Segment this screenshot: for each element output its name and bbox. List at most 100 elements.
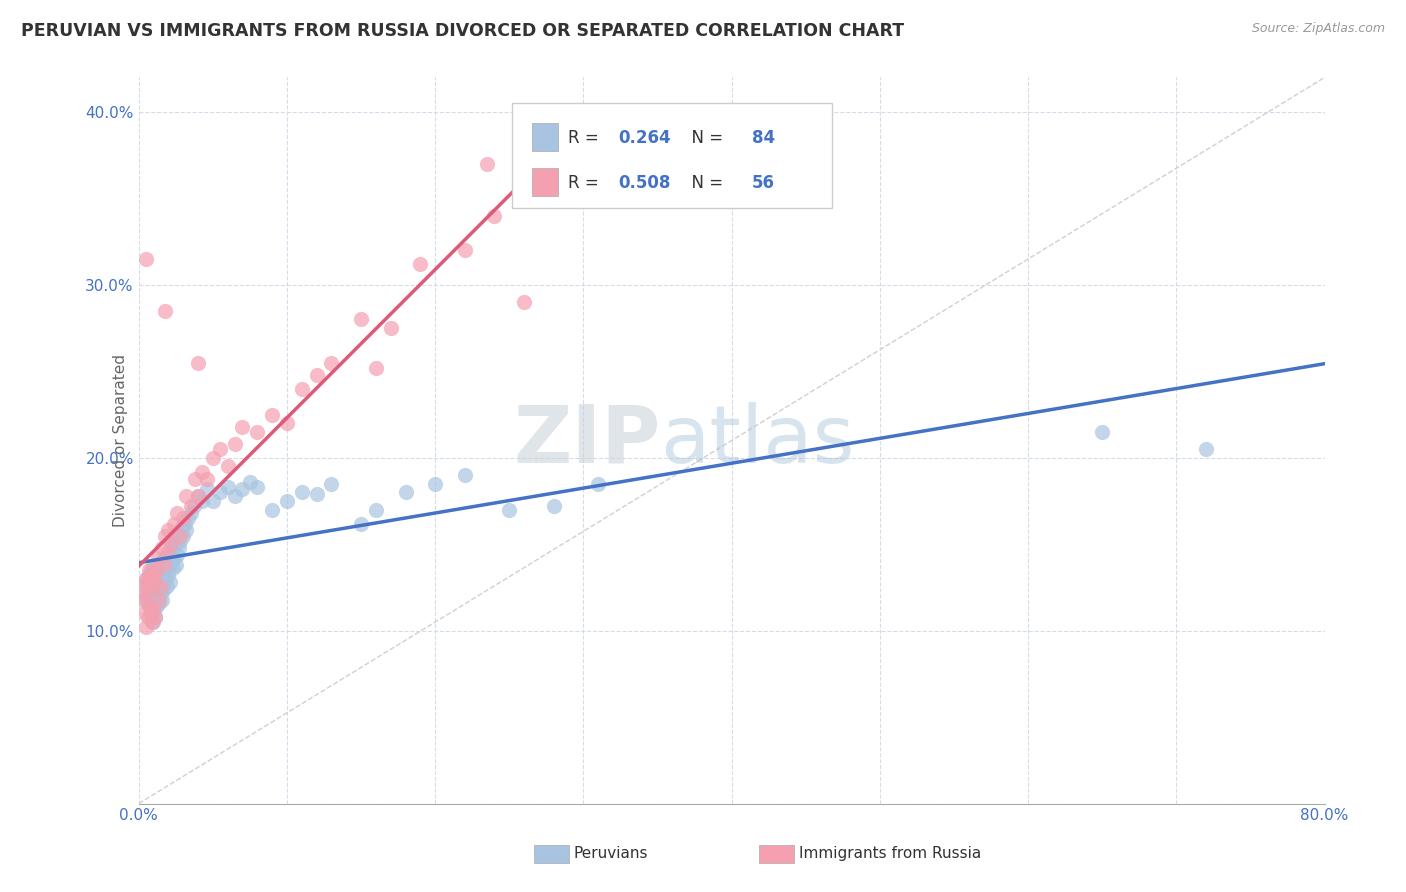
Point bbox=[148, 592, 170, 607]
Point bbox=[1091, 425, 1114, 439]
Point bbox=[172, 511, 194, 525]
Point bbox=[276, 416, 298, 430]
Point bbox=[132, 592, 155, 607]
Point bbox=[142, 615, 165, 629]
Point bbox=[153, 558, 176, 572]
Point bbox=[276, 494, 298, 508]
Point bbox=[166, 506, 188, 520]
Point bbox=[231, 419, 253, 434]
Point bbox=[142, 592, 165, 607]
Point bbox=[157, 568, 180, 582]
Point bbox=[224, 489, 246, 503]
Point bbox=[195, 472, 218, 486]
Point bbox=[163, 551, 186, 566]
Point bbox=[155, 572, 177, 586]
Point bbox=[141, 581, 163, 595]
Point bbox=[136, 610, 159, 624]
Point bbox=[454, 244, 477, 258]
Point bbox=[141, 615, 163, 629]
Point bbox=[231, 482, 253, 496]
Point bbox=[150, 575, 173, 590]
Point bbox=[262, 408, 284, 422]
Point bbox=[142, 568, 165, 582]
Point bbox=[145, 563, 167, 577]
Point bbox=[143, 610, 166, 624]
Text: 0.264: 0.264 bbox=[617, 128, 671, 147]
Text: PERUVIAN VS IMMIGRANTS FROM RUSSIA DIVORCED OR SEPARATED CORRELATION CHART: PERUVIAN VS IMMIGRANTS FROM RUSSIA DIVOR… bbox=[21, 22, 904, 40]
Point bbox=[166, 527, 188, 541]
Point bbox=[136, 575, 159, 590]
Bar bbox=[533, 169, 558, 196]
Point bbox=[169, 528, 191, 542]
Bar bbox=[533, 123, 558, 151]
Point bbox=[150, 541, 173, 555]
Point bbox=[201, 450, 224, 465]
Point bbox=[169, 533, 191, 548]
Point bbox=[148, 565, 170, 579]
Point bbox=[155, 551, 177, 566]
Point bbox=[239, 475, 262, 489]
Point bbox=[142, 582, 165, 597]
Point bbox=[146, 551, 169, 566]
Point bbox=[543, 500, 565, 514]
Point bbox=[143, 579, 166, 593]
Point bbox=[183, 500, 205, 514]
Text: N =: N = bbox=[681, 128, 728, 147]
Point bbox=[163, 530, 186, 544]
Point bbox=[156, 546, 179, 560]
Point bbox=[160, 537, 183, 551]
Point bbox=[394, 485, 416, 500]
Point bbox=[176, 511, 198, 525]
Point bbox=[187, 356, 209, 370]
Point bbox=[180, 506, 202, 520]
Point bbox=[149, 555, 172, 569]
Text: Peruvians: Peruvians bbox=[574, 847, 648, 861]
Point bbox=[586, 476, 609, 491]
Point bbox=[246, 425, 269, 439]
Point bbox=[143, 610, 166, 624]
Point bbox=[364, 502, 387, 516]
Point bbox=[139, 568, 162, 582]
Point bbox=[484, 209, 506, 223]
Text: R =: R = bbox=[568, 128, 605, 147]
Point bbox=[150, 592, 173, 607]
Point bbox=[224, 437, 246, 451]
Point bbox=[141, 592, 163, 607]
Point bbox=[191, 465, 214, 479]
Point bbox=[139, 603, 162, 617]
Point bbox=[513, 295, 536, 310]
Text: 0.508: 0.508 bbox=[617, 174, 671, 192]
Point bbox=[156, 579, 179, 593]
Point bbox=[1195, 442, 1218, 457]
Point bbox=[172, 528, 194, 542]
Text: 84: 84 bbox=[752, 128, 775, 147]
Point bbox=[166, 548, 188, 562]
Text: N =: N = bbox=[681, 174, 728, 192]
Point bbox=[187, 489, 209, 503]
Point bbox=[142, 572, 165, 586]
Point bbox=[167, 541, 190, 555]
Point bbox=[135, 572, 157, 586]
Point bbox=[155, 303, 177, 318]
Point bbox=[156, 561, 179, 575]
Text: R =: R = bbox=[568, 174, 605, 192]
Point bbox=[136, 575, 159, 590]
Point bbox=[305, 368, 328, 382]
Point bbox=[291, 382, 314, 396]
Point bbox=[209, 485, 232, 500]
Point bbox=[350, 516, 373, 531]
FancyBboxPatch shape bbox=[512, 103, 832, 208]
Point bbox=[475, 157, 498, 171]
Point bbox=[145, 599, 167, 614]
Point bbox=[153, 565, 176, 579]
Text: atlas: atlas bbox=[661, 401, 855, 480]
Point bbox=[135, 592, 157, 607]
Point bbox=[209, 442, 232, 457]
Point bbox=[142, 561, 165, 575]
Point bbox=[139, 563, 162, 577]
Point bbox=[498, 502, 520, 516]
Point bbox=[180, 500, 202, 514]
Point bbox=[165, 537, 187, 551]
Point bbox=[291, 485, 314, 500]
Point bbox=[305, 487, 328, 501]
